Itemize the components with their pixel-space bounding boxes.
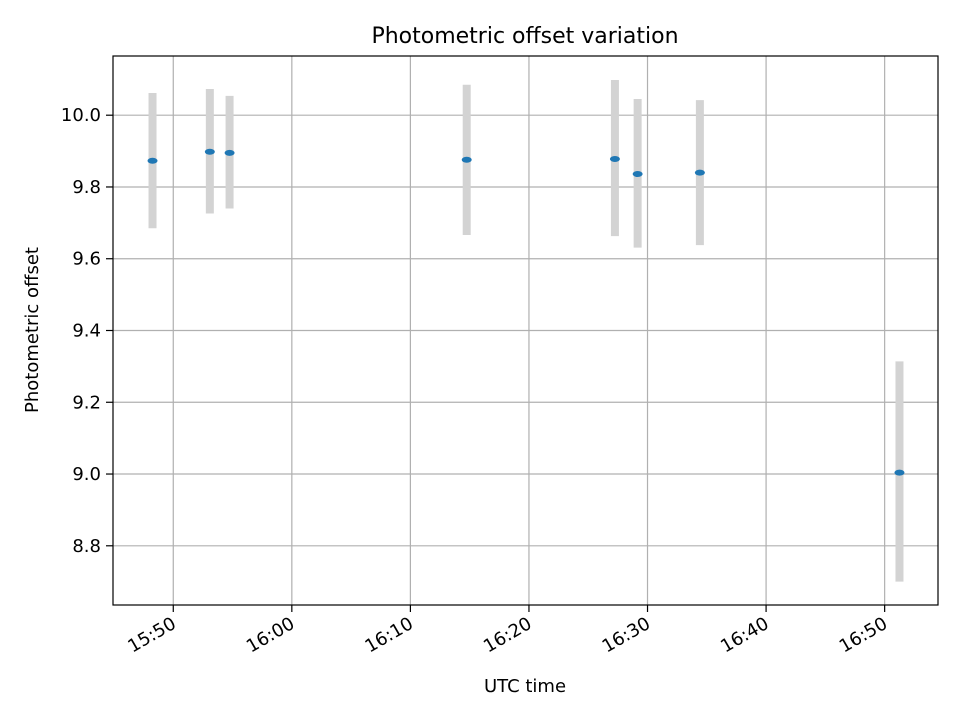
data-point	[609, 155, 620, 162]
y-tick-label: 9.0	[72, 464, 101, 485]
data-point	[894, 469, 905, 476]
chart-title: Photometric offset variation	[371, 24, 678, 49]
y-tick-label: 10.0	[61, 105, 101, 126]
grid-lines	[113, 56, 938, 605]
data-point	[224, 149, 235, 156]
x-axis-label: UTC time	[484, 676, 566, 697]
y-axis-ticks: 8.8 9.0 9.2 9.4 9.6 9.8 10.0	[61, 105, 113, 557]
y-tick-label: 9.4	[72, 321, 101, 342]
y-axis-label: Photometric offset	[22, 247, 43, 413]
data-point	[461, 156, 472, 163]
data-point	[694, 169, 705, 176]
data-markers	[147, 148, 905, 476]
data-point	[204, 148, 215, 155]
data-point	[147, 157, 158, 164]
data-point	[632, 171, 643, 178]
y-tick-label: 9.8	[72, 177, 101, 198]
y-tick-label: 8.8	[72, 536, 101, 557]
y-tick-label: 9.6	[72, 249, 101, 270]
y-tick-label: 9.2	[72, 392, 101, 413]
